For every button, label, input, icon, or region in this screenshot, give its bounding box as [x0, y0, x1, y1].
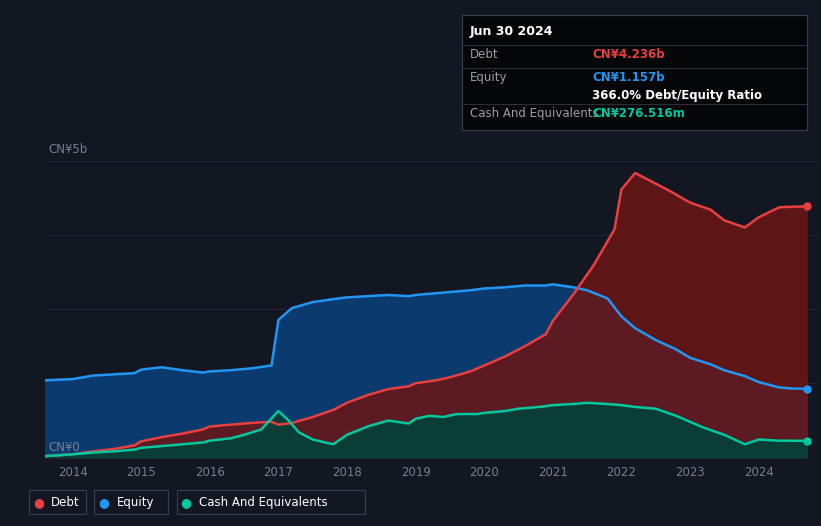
Text: CN¥4.236b: CN¥4.236b: [592, 48, 665, 61]
Text: ●: ●: [99, 496, 109, 509]
Text: Jun 30 2024: Jun 30 2024: [470, 25, 553, 38]
Text: CN¥5b: CN¥5b: [48, 144, 88, 156]
Text: Debt: Debt: [470, 48, 498, 61]
Text: ●: ●: [33, 496, 44, 509]
Text: Cash And Equivalents: Cash And Equivalents: [470, 107, 599, 120]
Text: ●: ●: [181, 496, 191, 509]
Text: Debt: Debt: [51, 496, 80, 509]
Text: 366.0% Debt/Equity Ratio: 366.0% Debt/Equity Ratio: [592, 89, 762, 102]
Text: Equity: Equity: [470, 71, 507, 84]
Text: CN¥276.516m: CN¥276.516m: [592, 107, 685, 120]
Text: CN¥1.157b: CN¥1.157b: [592, 71, 664, 84]
Text: CN¥0: CN¥0: [48, 441, 80, 454]
Text: Equity: Equity: [117, 496, 154, 509]
Text: Cash And Equivalents: Cash And Equivalents: [199, 496, 328, 509]
